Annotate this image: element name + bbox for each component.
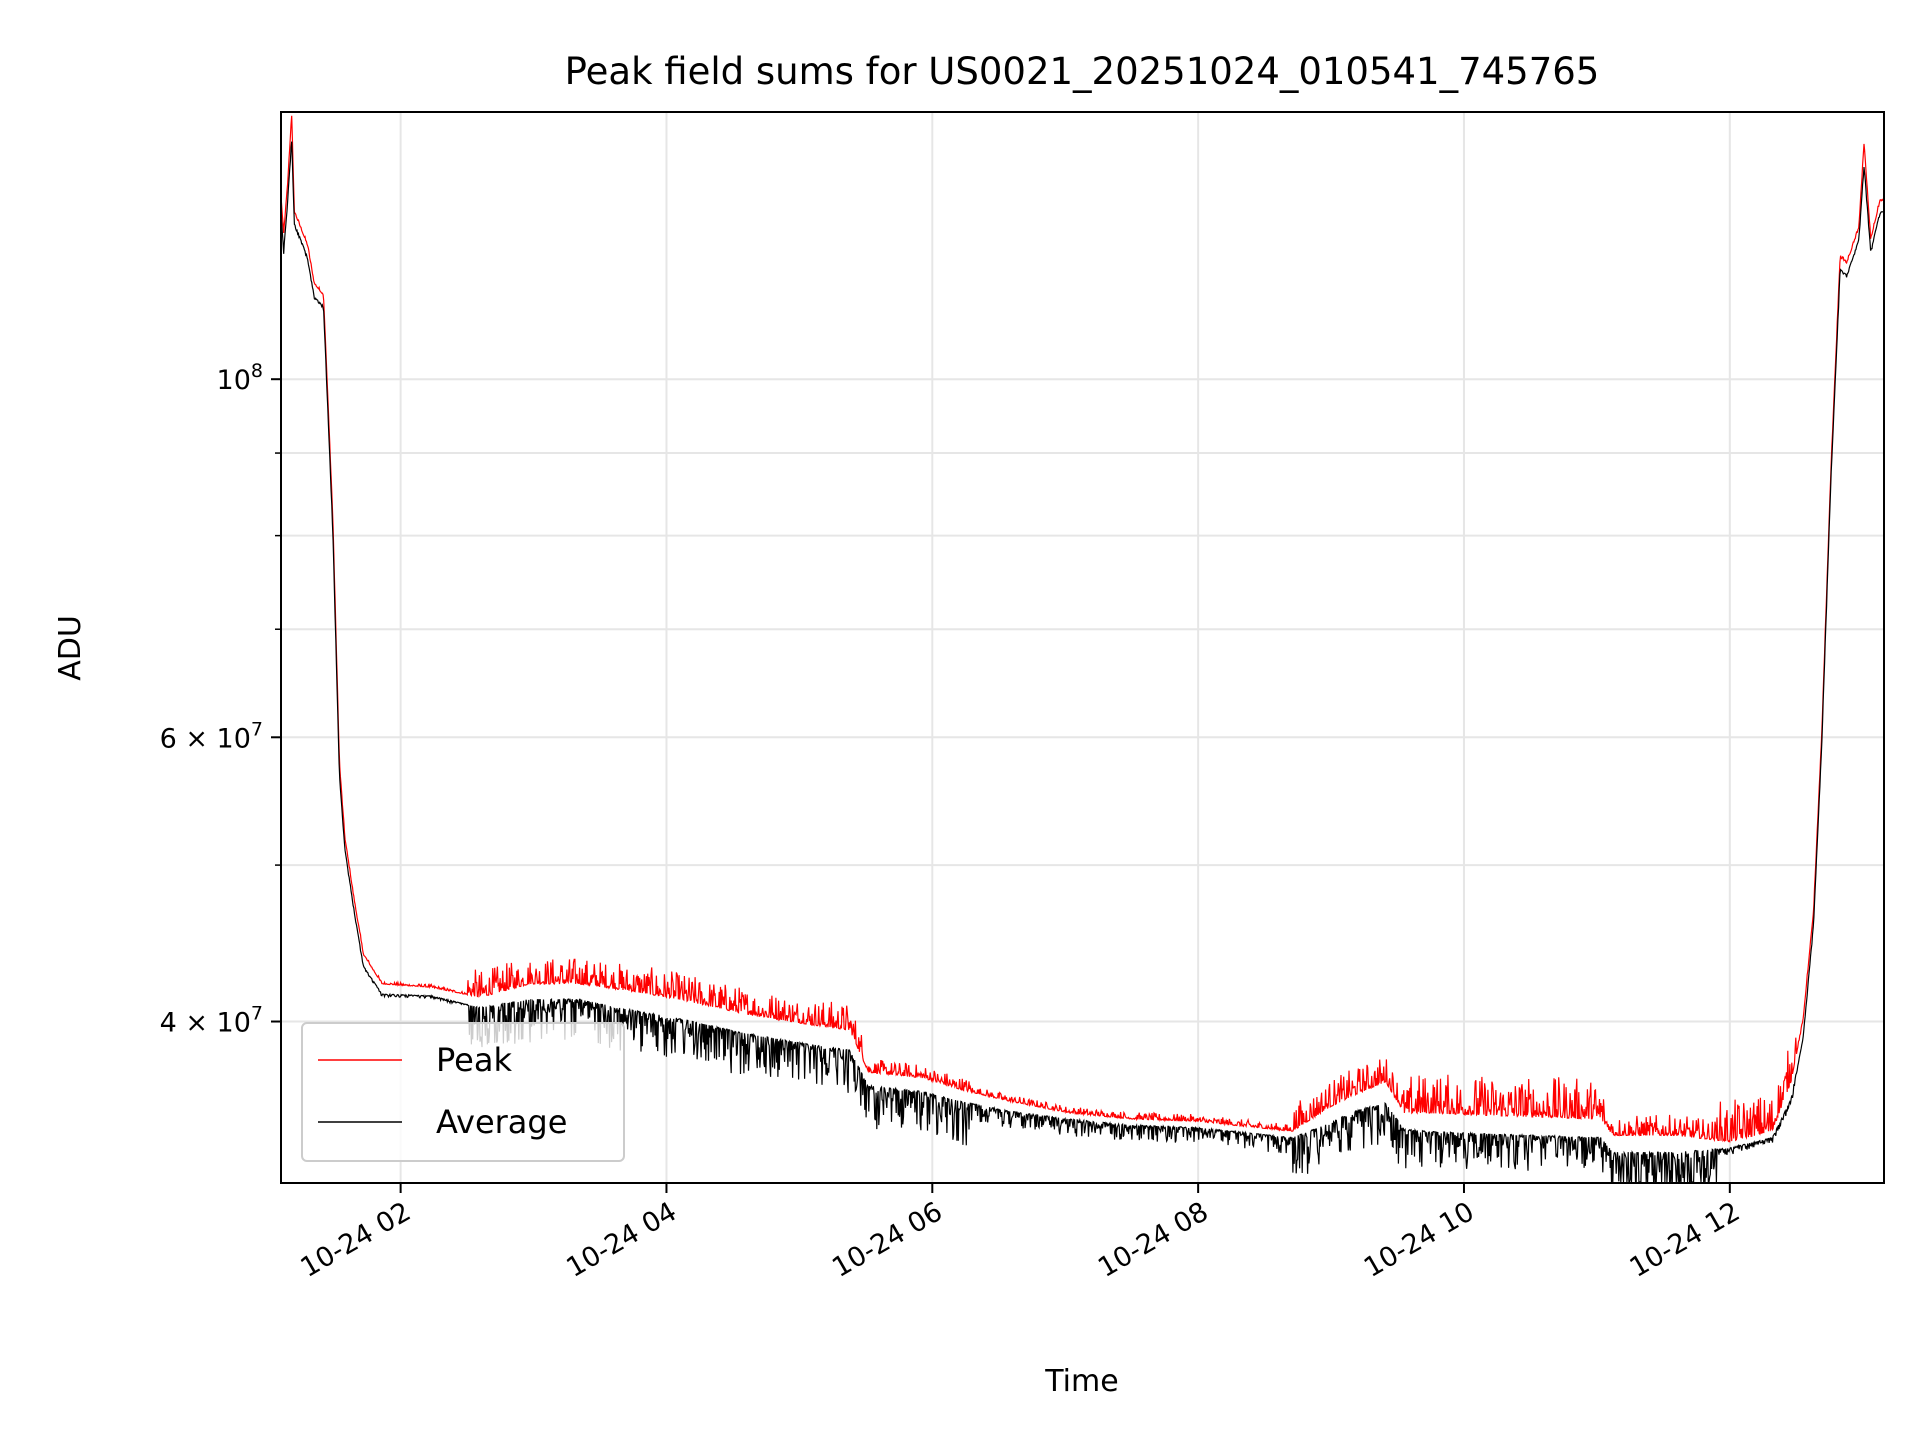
legend-box [301, 1022, 625, 1162]
y-tick-label: 6 × 107 [160, 718, 263, 754]
x-tick-label: 10-24 04 [561, 1196, 682, 1284]
series-layer [280, 115, 1885, 1184]
series-line-average [280, 141, 1885, 1184]
x-tick-label: 10-24 12 [1625, 1196, 1746, 1284]
y-axis: 108 6 × 107 4 × 107 [160, 360, 281, 1039]
grid [281, 112, 1884, 1183]
x-axis-label: Time [1044, 1364, 1118, 1399]
x-tick-label: 10-24 10 [1359, 1196, 1480, 1284]
x-tick-label: 10-24 02 [295, 1196, 416, 1284]
y-axis-label: ADU [53, 615, 88, 681]
legend-label-peak: Peak [436, 1041, 512, 1079]
y-tick-label: 108 [217, 360, 263, 396]
chart-title: Peak field sums for US0021_20251024_0105… [565, 50, 1600, 93]
legend-label-average: Average [436, 1103, 567, 1141]
legend: Peak Average [301, 1022, 625, 1162]
plot-frame [280, 111, 1885, 1184]
x-tick-label: 10-24 06 [827, 1196, 948, 1284]
x-tick-label: 10-24 08 [1093, 1196, 1214, 1284]
x-axis: 10-24 02 10-24 04 10-24 06 10-24 08 10-24 10… [295, 1183, 1745, 1284]
y-tick-label: 4 × 107 [160, 1003, 263, 1039]
series-line-peak [280, 115, 1885, 1143]
